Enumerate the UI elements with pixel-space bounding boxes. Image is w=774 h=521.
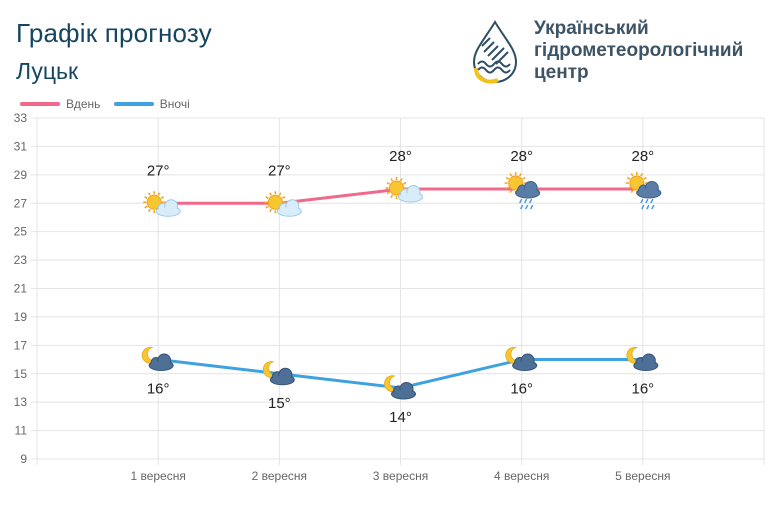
- x-tick-label: 2 вересня: [252, 469, 307, 483]
- data-labels: 27° 27° 28° 28° 28° 16° 15° 14° 16° 16°: [147, 148, 654, 426]
- legend-label-day: Вдень: [66, 97, 101, 111]
- y-tick-label: 19: [14, 310, 28, 324]
- y-tick-label: 11: [15, 424, 28, 438]
- legend-swatch-night: [113, 102, 154, 106]
- night-temp-label: 16°: [631, 381, 654, 398]
- moon-cloud-icon: [384, 375, 416, 400]
- x-tick-label: 4 вересня: [494, 469, 549, 483]
- legend-item-day[interactable]: Вдень: [20, 97, 100, 111]
- day-temp-label: 28°: [631, 148, 654, 165]
- day-temp-label: 27°: [147, 162, 170, 179]
- y-tick-label: 33: [14, 111, 28, 125]
- day-temp-label: 27°: [268, 162, 291, 179]
- chart-title: Графік прогнозу: [16, 18, 212, 48]
- city-name: Луцьк: [16, 58, 79, 84]
- night-temp-label: 15°: [268, 395, 291, 412]
- legend-item-night[interactable]: Вночі: [113, 97, 190, 111]
- y-tick-label: 25: [14, 225, 28, 239]
- y-tick-label: 21: [14, 282, 28, 296]
- grid: [31, 117, 765, 465]
- moon-cloud-icon: [505, 346, 538, 372]
- sun-rain-icon: [625, 172, 662, 210]
- sun-cloud-icon: [264, 191, 302, 217]
- moon-cloud-icon: [141, 346, 174, 372]
- sun-cloud-icon: [385, 177, 423, 203]
- night-temp-label: 14°: [389, 409, 412, 426]
- night-temp-label: 16°: [510, 381, 533, 398]
- legend: Вдень Вночі: [20, 95, 200, 111]
- y-tick-label: 31: [14, 139, 28, 153]
- x-tick-label: 1 вересня: [130, 469, 185, 483]
- y-tick-label: 13: [14, 395, 28, 409]
- x-tick-label: 3 вересня: [373, 469, 428, 483]
- y-tick-label: 15: [14, 367, 28, 381]
- org-name-line-1: Український: [534, 18, 649, 39]
- axes: 9 11 13 15 17 19 21 23 25 27 29 31 33 1 вересня 2 вере…: [14, 111, 671, 483]
- weather-icons: [141, 172, 662, 400]
- sun-rain-icon: [504, 172, 541, 210]
- night-temp-label: 16°: [147, 381, 170, 398]
- sun-cloud-icon: [143, 191, 181, 217]
- org-name-line-3: центр: [534, 62, 589, 83]
- ukrhydromet-logo-icon: [472, 20, 518, 84]
- day-temp-label: 28°: [510, 148, 533, 165]
- org-name: Український гідрометеорологічний центр: [534, 18, 743, 84]
- day-temp-label: 28°: [389, 148, 412, 165]
- y-tick-label: 29: [14, 168, 28, 182]
- moon-cloud-icon: [626, 346, 659, 372]
- legend-swatch-day: [20, 102, 60, 106]
- x-tick-label: 5 вересня: [615, 469, 670, 483]
- y-tick-label: 17: [14, 338, 28, 352]
- legend-label-night: Вночі: [159, 97, 190, 111]
- org-name-line-2: гідрометеорологічний: [534, 40, 744, 61]
- y-tick-label: 27: [14, 196, 28, 210]
- y-tick-label: 9: [20, 452, 27, 466]
- moon-cloud-icon: [262, 361, 295, 386]
- y-tick-label: 23: [14, 253, 28, 267]
